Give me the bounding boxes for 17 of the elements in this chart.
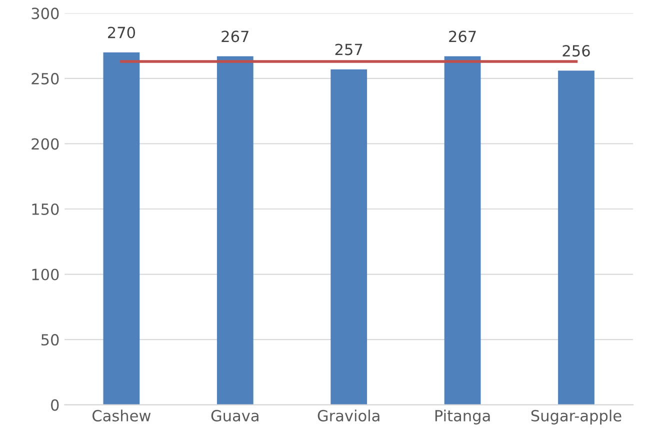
y-tick-label: 150 — [32, 203, 59, 216]
y-tick-label: 100 — [32, 268, 59, 280]
data-label: 267 — [449, 30, 476, 42]
data-label: 267 — [222, 30, 248, 42]
y-tick-label: 250 — [32, 72, 59, 84]
y-tick-label: 200 — [32, 138, 59, 150]
y-tick-label: 50 — [41, 334, 59, 346]
x-tick-label: Guava — [211, 410, 258, 422]
data-label: 257 — [335, 44, 362, 56]
y-tick-label: 300 — [32, 8, 59, 20]
y-tick-label: 0 — [51, 399, 59, 411]
data-label: 256 — [562, 45, 590, 57]
x-tick-label: Cashew — [92, 410, 151, 422]
data-label: 270 — [108, 26, 136, 38]
x-tick-label: Graviola — [318, 410, 380, 422]
x-tick-label: Sugar-apple — [531, 410, 622, 424]
x-tick-label: Pitanga — [435, 410, 490, 424]
